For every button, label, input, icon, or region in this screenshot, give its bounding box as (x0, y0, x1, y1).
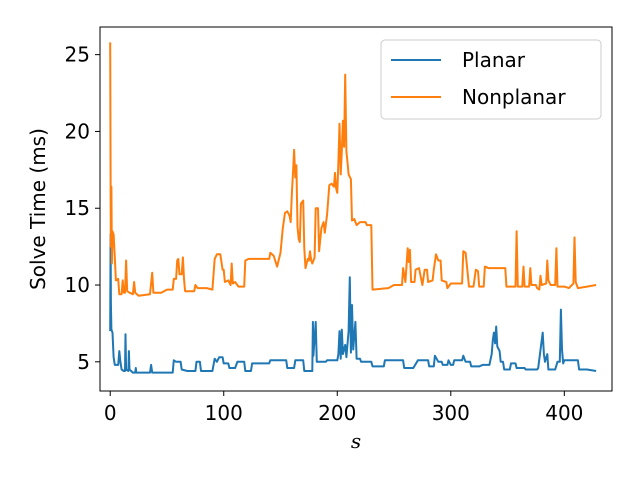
y-axis-label: Solve Time (ms) (26, 128, 50, 290)
x-tick-label: 200 (318, 401, 356, 425)
x-tick-label: 100 (205, 401, 243, 425)
x-tick-label: 300 (432, 401, 470, 425)
x-axis-label: s (351, 429, 361, 453)
x-tick-label: 400 (545, 401, 583, 425)
legend-label-nonplanar: Nonplanar (462, 85, 566, 109)
y-tick-label: 20 (65, 119, 90, 143)
y-tick-label: 10 (65, 273, 90, 297)
y-axis-ticks: 5 10 15 20 25 (65, 43, 100, 374)
plot-frame (99, 26, 613, 392)
legend-label-planar: Planar (462, 48, 526, 72)
series-line-nonplanar (109, 42, 597, 297)
y-tick-label: 5 (77, 350, 90, 374)
x-axis-ticks: 0 100 200 300 400 (104, 391, 583, 425)
y-tick-label: 25 (65, 43, 90, 67)
x-tick-label: 0 (104, 401, 117, 425)
y-tick-label: 15 (65, 196, 90, 220)
legend: Planar Nonplanar (380, 39, 602, 120)
series-layer (109, 42, 597, 374)
series-line-planar (109, 233, 597, 374)
